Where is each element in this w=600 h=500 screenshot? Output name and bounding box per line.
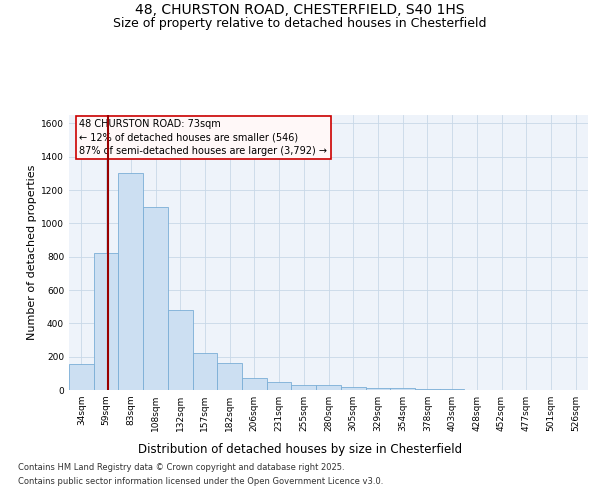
Bar — [193, 352, 217, 390]
Text: Size of property relative to detached houses in Chesterfield: Size of property relative to detached ho… — [113, 18, 487, 30]
Bar — [316, 385, 341, 390]
Bar — [242, 378, 267, 390]
Bar — [390, 388, 415, 390]
Bar — [168, 310, 193, 390]
Text: 48, CHURSTON ROAD, CHESTERFIELD, S40 1HS: 48, CHURSTON ROAD, CHESTERFIELD, S40 1HS — [135, 2, 465, 16]
Bar — [69, 364, 94, 390]
Bar — [267, 382, 292, 390]
Y-axis label: Number of detached properties: Number of detached properties — [27, 165, 37, 340]
Text: Contains HM Land Registry data © Crown copyright and database right 2025.: Contains HM Land Registry data © Crown c… — [18, 464, 344, 472]
Bar — [217, 364, 242, 390]
Bar — [440, 389, 464, 390]
Bar — [143, 206, 168, 390]
Text: Contains public sector information licensed under the Open Government Licence v3: Contains public sector information licen… — [18, 477, 383, 486]
Bar — [341, 386, 365, 390]
Bar — [94, 254, 118, 390]
Bar — [118, 174, 143, 390]
Bar — [415, 388, 440, 390]
Bar — [365, 388, 390, 390]
Bar — [292, 385, 316, 390]
Text: Distribution of detached houses by size in Chesterfield: Distribution of detached houses by size … — [138, 442, 462, 456]
Text: 48 CHURSTON ROAD: 73sqm
← 12% of detached houses are smaller (546)
87% of semi-d: 48 CHURSTON ROAD: 73sqm ← 12% of detache… — [79, 119, 328, 156]
